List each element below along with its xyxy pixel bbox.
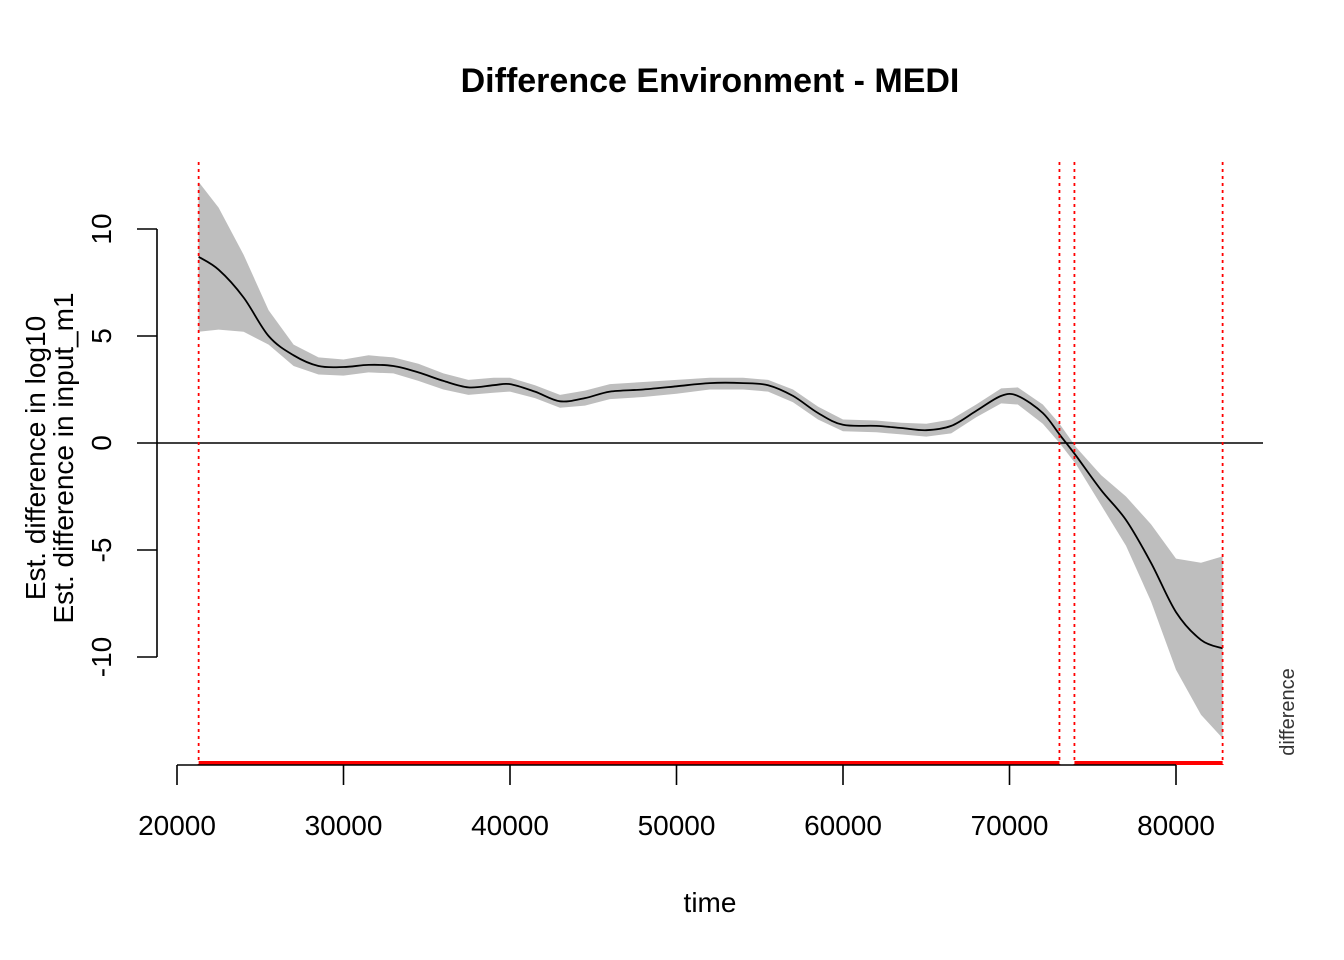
x-tick-label: 70000 xyxy=(971,810,1049,841)
x-tick-label: 80000 xyxy=(1137,810,1215,841)
difference-line xyxy=(198,256,1223,650)
x-axis-label: time xyxy=(684,887,737,918)
y-axis-label-line-2: Est. difference in input_m1 xyxy=(48,292,79,623)
x-tick-label: 60000 xyxy=(804,810,882,841)
y-tick-label: -10 xyxy=(86,637,117,677)
y-axis: -10 -5 0 5 10 xyxy=(86,213,158,677)
side-label: difference xyxy=(1277,668,1299,755)
confidence-band xyxy=(198,181,1223,739)
x-tick-label: 30000 xyxy=(305,810,383,841)
y-tick-label: 10 xyxy=(86,213,117,244)
plot-area xyxy=(157,162,1263,765)
x-tick-label: 50000 xyxy=(638,810,716,841)
x-axis: 20000 30000 40000 50000 60000 70000 80000 xyxy=(138,764,1215,841)
chart-title: Difference Environment - MEDI xyxy=(461,62,960,100)
y-tick-label: 0 xyxy=(86,435,117,451)
x-tick-label: 40000 xyxy=(471,810,549,841)
x-tick-label: 20000 xyxy=(138,810,216,841)
y-axis-label-line-1: Est. difference in log10 xyxy=(20,316,51,600)
y-tick-label: 5 xyxy=(86,328,117,344)
y-tick-label: -5 xyxy=(86,538,117,563)
